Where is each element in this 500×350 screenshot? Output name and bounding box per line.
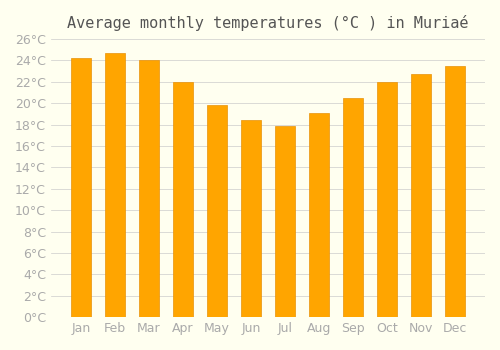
Bar xyxy=(172,82,193,317)
Bar xyxy=(343,98,363,317)
Bar xyxy=(206,105,227,317)
Title: Average monthly temperatures (°C ) in Muriaé: Average monthly temperatures (°C ) in Mu… xyxy=(67,15,468,31)
Bar xyxy=(274,126,295,317)
Bar xyxy=(309,113,329,317)
Bar xyxy=(445,66,466,317)
Bar xyxy=(104,53,125,317)
Bar xyxy=(411,75,431,317)
Bar xyxy=(138,61,159,317)
Bar xyxy=(240,120,261,317)
Bar xyxy=(377,82,397,317)
Bar xyxy=(70,58,91,317)
